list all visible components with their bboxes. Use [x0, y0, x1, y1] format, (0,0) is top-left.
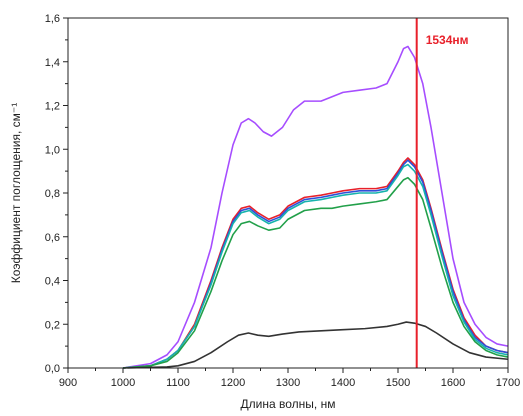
wavelength-marker-label: 1534нм: [426, 33, 469, 47]
series-line-6: [122, 321, 509, 369]
x-tick-label: 1200: [221, 377, 245, 389]
x-axis-title: Длина волны, нм: [241, 397, 336, 411]
y-tick-label: 1,6: [45, 13, 60, 25]
x-tick-label: 1500: [386, 377, 410, 389]
y-tick-label: 0,0: [45, 363, 60, 375]
y-tick-label: 1,2: [45, 101, 60, 113]
x-tick-label: 900: [59, 377, 77, 389]
x-tick-label: 1300: [276, 377, 300, 389]
x-tick-label: 1400: [331, 377, 355, 389]
series-line-1: [122, 45, 509, 369]
x-tick-label: 1600: [441, 377, 465, 389]
y-tick-label: 0,6: [45, 232, 60, 244]
x-tick-label: 1100: [166, 377, 190, 389]
marker-layer: 1534нм: [415, 18, 469, 368]
y-tick-label: 0,4: [45, 276, 60, 288]
y-axis-title: Коэффициент поглощения, см⁻¹: [9, 103, 23, 284]
y-tick-label: 1,0: [45, 144, 60, 156]
y-tick-label: 0,8: [45, 188, 60, 200]
series-line-5: [122, 176, 509, 369]
y-tick-label: 1,4: [45, 57, 60, 69]
y-tick-label: 0,2: [45, 319, 60, 331]
x-axis: 900 1000 1100 1200 1300 1400 1500 1600 1700: [59, 368, 520, 389]
series-line-4: [122, 163, 509, 369]
x-tick-label: 1000: [111, 377, 135, 389]
y-axis: 0,0 0,2 0,4 0,6 0,8 1,0 1,2 1,4 1,6: [45, 13, 68, 375]
series-layer: [122, 45, 509, 369]
x-tick-label: 1700: [496, 377, 520, 389]
